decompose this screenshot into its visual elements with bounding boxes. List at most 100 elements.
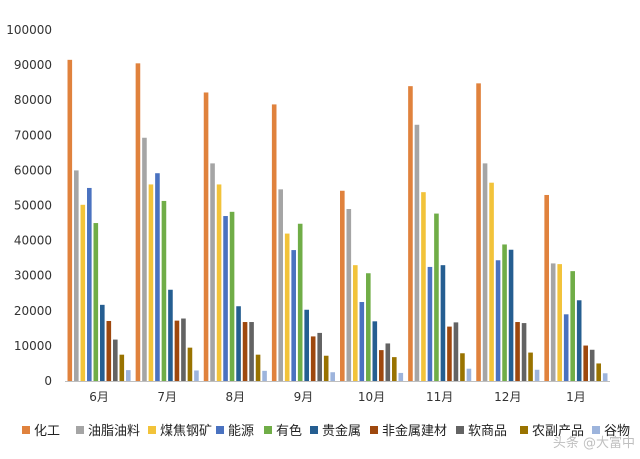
x-tick-label: 11月: [426, 390, 453, 404]
bar-0-6: [106, 320, 112, 381]
bar-0-7: [113, 339, 118, 381]
y-tick-label: 100000: [6, 23, 52, 37]
bar-7-8: [596, 363, 601, 381]
bar-0-2: [80, 204, 86, 381]
y-tick-label: 0: [44, 374, 52, 388]
bar-5-2: [421, 192, 426, 381]
bar-7-3: [563, 314, 569, 381]
legend-swatch: [592, 426, 600, 434]
bar-3-5: [304, 309, 309, 381]
bar-4-6: [379, 350, 384, 381]
bar-7-9: [602, 373, 608, 381]
watermark: 头条 @大富中: [553, 435, 635, 451]
y-tick-label: 30000: [14, 269, 52, 283]
bar-7-1: [550, 263, 556, 381]
y-tick-label: 40000: [14, 234, 52, 248]
bar-3-7: [317, 332, 322, 381]
bar-3-9: [330, 372, 335, 381]
bar-5-6: [447, 326, 452, 381]
x-tick-label: 8月: [225, 390, 245, 404]
y-tick-label: 90000: [14, 58, 52, 72]
bar-4-2: [353, 265, 358, 381]
bar-4-7: [385, 343, 391, 381]
bar-3-2: [284, 233, 290, 381]
bar-0-9: [126, 370, 131, 381]
legend-item-label: 化工: [34, 424, 60, 439]
bar-7-0: [544, 194, 549, 381]
x-tick-label: 10月: [358, 390, 385, 404]
legend-item-label: 贵金属: [322, 423, 361, 439]
bar-1-3: [155, 173, 160, 381]
bar-5-4: [434, 213, 439, 381]
legend: 化工 油脂油料 煤焦钢矿 能源 有色 贵金属 非金属建材 软商品 农副产品 谷物: [22, 423, 630, 439]
y-axis: 0 10000 20000 30000 40000 50000 60000 70000 8000…: [6, 23, 52, 388]
legend-swatch: [456, 426, 464, 434]
bar-2-3: [223, 216, 228, 381]
legend-swatch: [22, 426, 30, 434]
x-tick-label: 12月: [494, 390, 521, 404]
x-tick-label: 7月: [157, 390, 177, 404]
bar-2-5: [236, 306, 241, 381]
bar-1-1: [142, 137, 147, 381]
bar-6-9: [534, 369, 540, 381]
bar-2-2: [216, 184, 222, 381]
bar-3-6: [310, 336, 316, 381]
x-tick-label: 9月: [294, 390, 314, 404]
legend-swatch: [520, 426, 528, 434]
y-tick-label: 70000: [14, 128, 52, 142]
bar-4-9: [398, 372, 404, 381]
bar-4-0: [340, 190, 345, 381]
bar-0-3: [87, 187, 92, 381]
bar-6-1: [482, 163, 488, 381]
bar-2-9: [262, 370, 267, 381]
legend-item-label: 非金属建材: [382, 423, 447, 439]
bar-5-1: [414, 124, 420, 382]
bar-1-5: [168, 289, 173, 381]
bar-5-8: [460, 353, 465, 381]
bar-2-6: [242, 322, 248, 381]
bar-0-4: [93, 223, 99, 381]
bar-3-4: [297, 223, 303, 381]
legend-item-label: 农副产品: [532, 424, 584, 439]
legend-swatch: [216, 426, 224, 434]
bar-6-6: [515, 322, 520, 381]
bar-4-4: [366, 273, 371, 381]
bar-3-0: [271, 104, 277, 381]
bar-3-3: [291, 250, 296, 381]
legend-item-label: 软商品: [468, 424, 507, 439]
bar-7-4: [570, 271, 575, 381]
bar-3-8: [323, 355, 329, 381]
bar-5-7: [453, 322, 459, 381]
bar-4-3: [359, 302, 365, 381]
bar-1-7: [181, 318, 186, 381]
x-tick-label: 6月: [89, 390, 109, 404]
legend-item-label: 谷物: [604, 424, 630, 439]
bar-6-4: [502, 244, 507, 381]
bar-1-9: [194, 370, 199, 381]
bar-1-2: [148, 184, 154, 381]
bar-0-8: [119, 354, 125, 381]
bar-4-8: [392, 357, 397, 381]
bar-2-0: [203, 92, 209, 381]
y-tick-label: 20000: [14, 304, 52, 318]
bar-2-7: [249, 322, 254, 381]
y-tick-label: 50000: [14, 199, 52, 213]
bar-1-4: [161, 200, 167, 381]
y-tick-label: 10000: [14, 339, 52, 353]
legend-item-label: 煤焦钢矿: [160, 424, 212, 439]
bar-0-0: [67, 59, 73, 381]
bar-5-9: [466, 368, 472, 381]
bar-0-1: [74, 170, 79, 381]
y-tick-label: 60000: [14, 163, 52, 177]
bar-3-1: [278, 189, 283, 381]
bar-7-2: [557, 264, 562, 381]
bar-7-5: [576, 300, 582, 381]
bar-7-6: [583, 345, 588, 381]
bar-2-1: [210, 163, 215, 381]
legend-item-label: 油脂油料: [88, 424, 140, 439]
y-tick-label: 80000: [14, 93, 52, 107]
bar-5-5: [440, 265, 446, 381]
bar-1-0: [135, 63, 141, 382]
